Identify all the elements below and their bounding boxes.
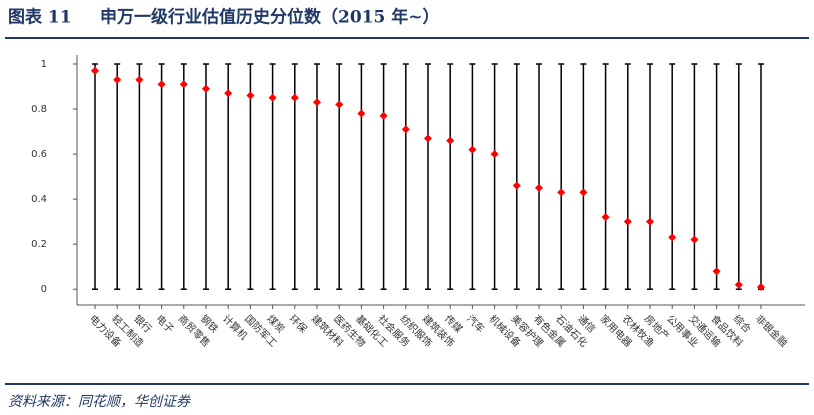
- x-tick-label: 电子: [153, 312, 176, 335]
- value-marker: [601, 213, 610, 222]
- value-marker: [623, 217, 632, 226]
- value-marker: [290, 93, 299, 102]
- x-tick-label: 环保: [287, 312, 310, 335]
- value-marker: [135, 75, 144, 84]
- value-marker: [579, 188, 588, 197]
- value-marker: [202, 84, 210, 93]
- y-tick-label: 0.8: [31, 104, 47, 115]
- x-tick-label: 汽车: [464, 312, 487, 335]
- y-tick-label: 0.2: [31, 239, 47, 250]
- value-marker: [357, 109, 366, 118]
- value-marker: [335, 100, 344, 109]
- value-marker: [224, 89, 233, 98]
- value-marker: [157, 80, 166, 89]
- value-marker: [512, 181, 521, 190]
- y-tick-label: 0: [41, 284, 47, 295]
- value-marker: [268, 93, 277, 102]
- value-marker: [646, 217, 654, 226]
- value-marker: [313, 98, 321, 107]
- source-note: 资料来源：同花顺，华创证券: [8, 394, 191, 410]
- value-marker: [690, 235, 699, 244]
- value-marker: [401, 125, 410, 134]
- value-marker: [91, 66, 99, 75]
- value-marker: [757, 282, 765, 291]
- value-marker: [179, 80, 188, 89]
- y-tick-label: 0.6: [31, 149, 47, 160]
- value-marker: [424, 134, 432, 143]
- chart-title: 申万一级行业估值历史分位数（2015 年~）: [100, 7, 439, 28]
- y-tick-label: 0.4: [31, 194, 47, 205]
- value-marker: [468, 145, 477, 154]
- value-marker: [246, 91, 255, 100]
- value-marker: [712, 267, 721, 276]
- value-marker: [535, 183, 543, 192]
- value-marker: [446, 136, 455, 145]
- x-tick-label: 非银金融: [753, 312, 790, 349]
- value-marker: [734, 280, 743, 289]
- value-marker: [379, 111, 388, 120]
- figure-label: 图表 11: [8, 7, 72, 28]
- value-marker: [557, 188, 566, 197]
- value-marker: [113, 75, 122, 84]
- y-tick-label: 1: [41, 59, 47, 70]
- value-marker: [668, 233, 677, 242]
- value-marker: [490, 150, 499, 159]
